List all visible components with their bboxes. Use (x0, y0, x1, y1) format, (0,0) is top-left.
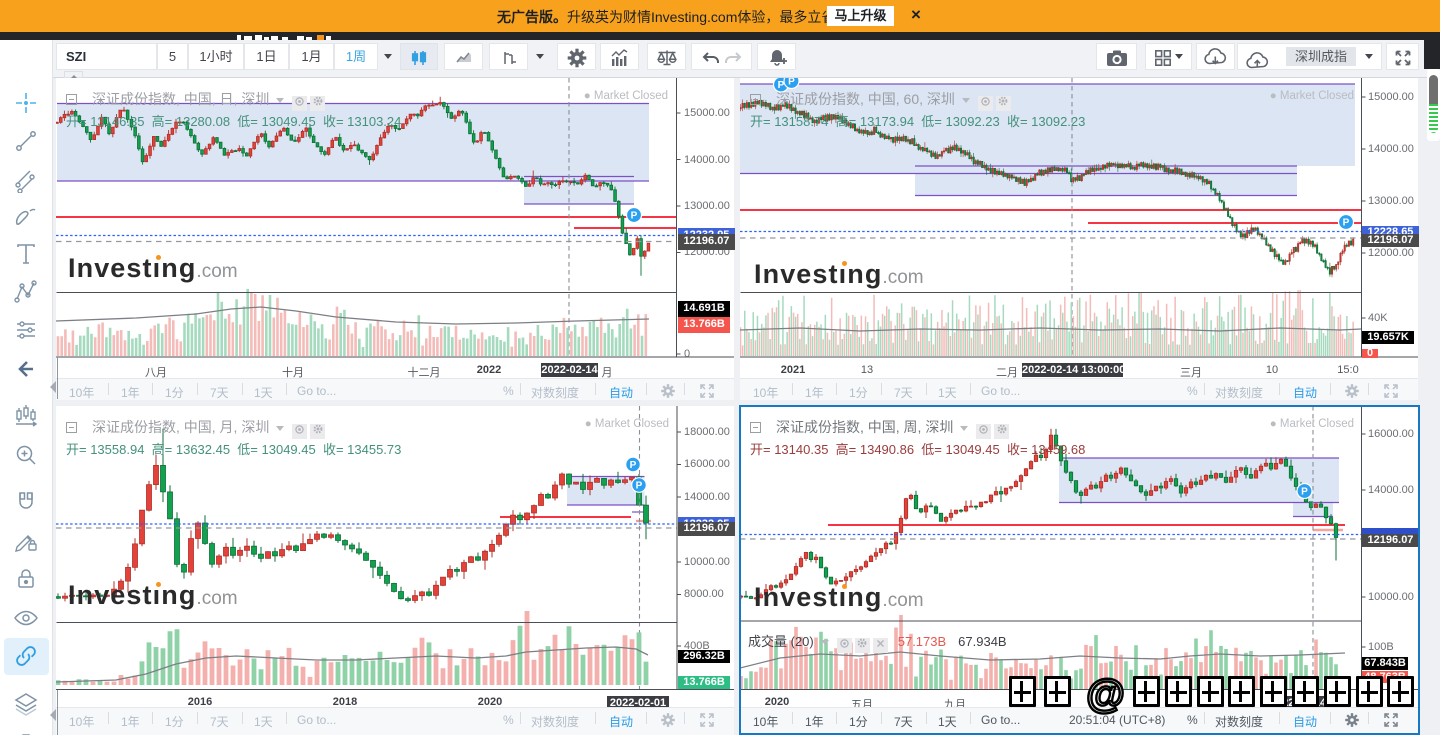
svg-text:P: P (778, 80, 785, 91)
svg-text:P: P (788, 78, 795, 88)
svg-text:P: P (1343, 218, 1350, 229)
svg-text:P: P (1301, 487, 1308, 498)
svg-text:P: P (630, 460, 637, 471)
svg-text:P: P (631, 211, 638, 222)
svg-text:P: P (636, 481, 643, 492)
